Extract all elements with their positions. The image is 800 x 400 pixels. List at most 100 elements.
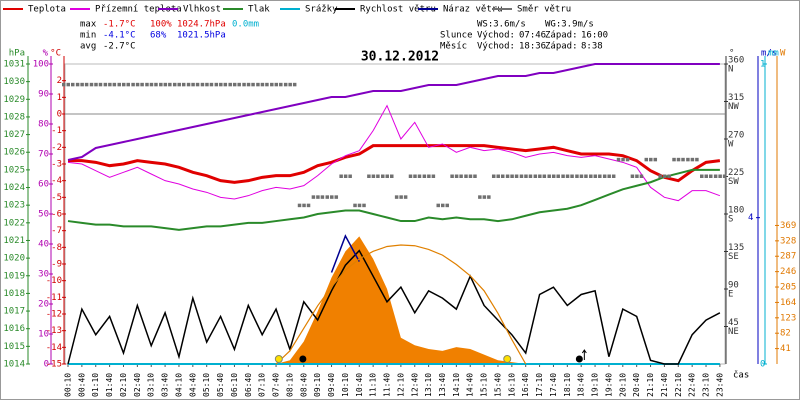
direction-dot [311, 195, 316, 199]
y-tick-label: 1029 [3, 95, 25, 105]
y-tick-label: 0 [44, 360, 49, 370]
sun-rise-label: Východ: [477, 31, 515, 41]
direction-dot [454, 174, 459, 178]
direction-dot [145, 82, 149, 87]
direction-dot [112, 82, 117, 87]
x-tick-label: 04:10 [174, 373, 183, 397]
direction-dot [251, 82, 255, 87]
x-tick-label: 00:10 [64, 373, 73, 397]
direction-dot [135, 82, 140, 87]
y-tick-label: 369 [780, 221, 796, 231]
y-tick-label: 80 [38, 120, 49, 130]
direction-dot [367, 174, 371, 178]
direction-dot [561, 174, 565, 178]
y-tick-label: 1018 [3, 289, 25, 299]
y-tick-label: 4 [748, 213, 753, 223]
direction-dot [357, 203, 362, 208]
direction-dot [260, 82, 265, 87]
direction-dot [639, 174, 644, 178]
x-tick-label: 05:10 [202, 373, 211, 397]
direction-dot [103, 82, 108, 87]
direction-dot [704, 174, 709, 178]
x-tick-label: 03:10 [147, 373, 156, 397]
direction-dot [690, 157, 695, 162]
x-tick-label: 17:40 [549, 373, 558, 397]
direction-dot [172, 82, 177, 87]
y-tick-label: 90 [38, 90, 49, 100]
x-tick-label: 18:40 [577, 373, 586, 397]
x-tick-label: 08:40 [299, 373, 308, 397]
direction-dot [320, 195, 325, 199]
legend-label: Náraz větru [443, 5, 503, 15]
direction-dot [191, 82, 195, 87]
sunset-marker [503, 355, 512, 363]
direction-dot [399, 195, 403, 199]
direction-dot [538, 174, 542, 178]
y-tick-dir: SE [728, 252, 739, 262]
x-axis-label: čas [733, 370, 749, 381]
x-tick-label: 09:10 [313, 373, 322, 397]
direction-dot [524, 174, 528, 178]
series-line [330, 234, 360, 273]
direction-dot [371, 174, 376, 178]
direction-dot [316, 195, 320, 199]
direction-dot [584, 174, 588, 178]
y-tick-dir: NE [728, 327, 739, 337]
direction-dot [436, 203, 440, 208]
direction-dot [445, 203, 449, 208]
legend-label: Vlhkost [183, 5, 221, 15]
series-line [67, 168, 720, 231]
x-tick-label: 20:10 [618, 373, 627, 397]
stat-temp: -4.1°C [103, 31, 136, 41]
y-tick-label: 287 [780, 252, 796, 262]
direction-dot [427, 174, 431, 178]
direction-dot [237, 82, 241, 87]
x-tick-label: 19:10 [591, 373, 600, 397]
direction-dot [75, 82, 80, 87]
solar-area [68, 236, 720, 364]
y-tick-dir: W [728, 140, 734, 150]
direction-dot [117, 82, 121, 87]
stat-press: 1024.7hPa [177, 20, 226, 30]
direction-dot [214, 82, 219, 87]
x-tick-label: 22:10 [674, 373, 683, 397]
x-tick-label: 07:10 [258, 373, 267, 397]
stat-hum: 100% [150, 20, 172, 30]
x-tick-label: 14:40 [466, 373, 475, 397]
direction-dot [519, 174, 524, 178]
moon-set-label: Západ: [545, 42, 578, 52]
x-tick-label: 23:40 [715, 373, 724, 397]
direction-dot [353, 203, 357, 208]
direction-dot [348, 174, 352, 178]
direction-dot [686, 157, 690, 162]
direction-dot [644, 157, 649, 162]
direction-dot [676, 157, 681, 162]
direction-dot [80, 82, 84, 87]
direction-dot [390, 174, 394, 178]
direction-dot [487, 195, 491, 199]
direction-dot [542, 174, 547, 178]
stat-hum: 68% [150, 31, 167, 41]
y-tick-label: 1 [760, 60, 765, 70]
direction-dot [500, 174, 505, 178]
direction-dot [713, 174, 718, 178]
axis-unit: ° [729, 49, 734, 59]
y-tick-label: -11 [46, 293, 62, 303]
moon-rise: 18:36 [519, 42, 546, 52]
direction-dot [496, 174, 500, 178]
y-tick-label: -13 [46, 326, 62, 336]
x-tick-label: 09:40 [327, 373, 336, 397]
direction-dot [62, 82, 66, 87]
x-tick-label: 07:40 [272, 373, 281, 397]
axis-unit: m/s [761, 49, 777, 59]
y-tick-label: 60 [38, 180, 49, 190]
x-tick-label: 20:40 [632, 373, 641, 397]
direction-dot [422, 174, 427, 178]
direction-dot [593, 174, 598, 178]
x-tick-label: 13:40 [438, 373, 447, 397]
x-tick-label: 01:10 [91, 373, 100, 397]
series-line [67, 104, 721, 202]
y-tick-label: 328 [780, 236, 796, 246]
